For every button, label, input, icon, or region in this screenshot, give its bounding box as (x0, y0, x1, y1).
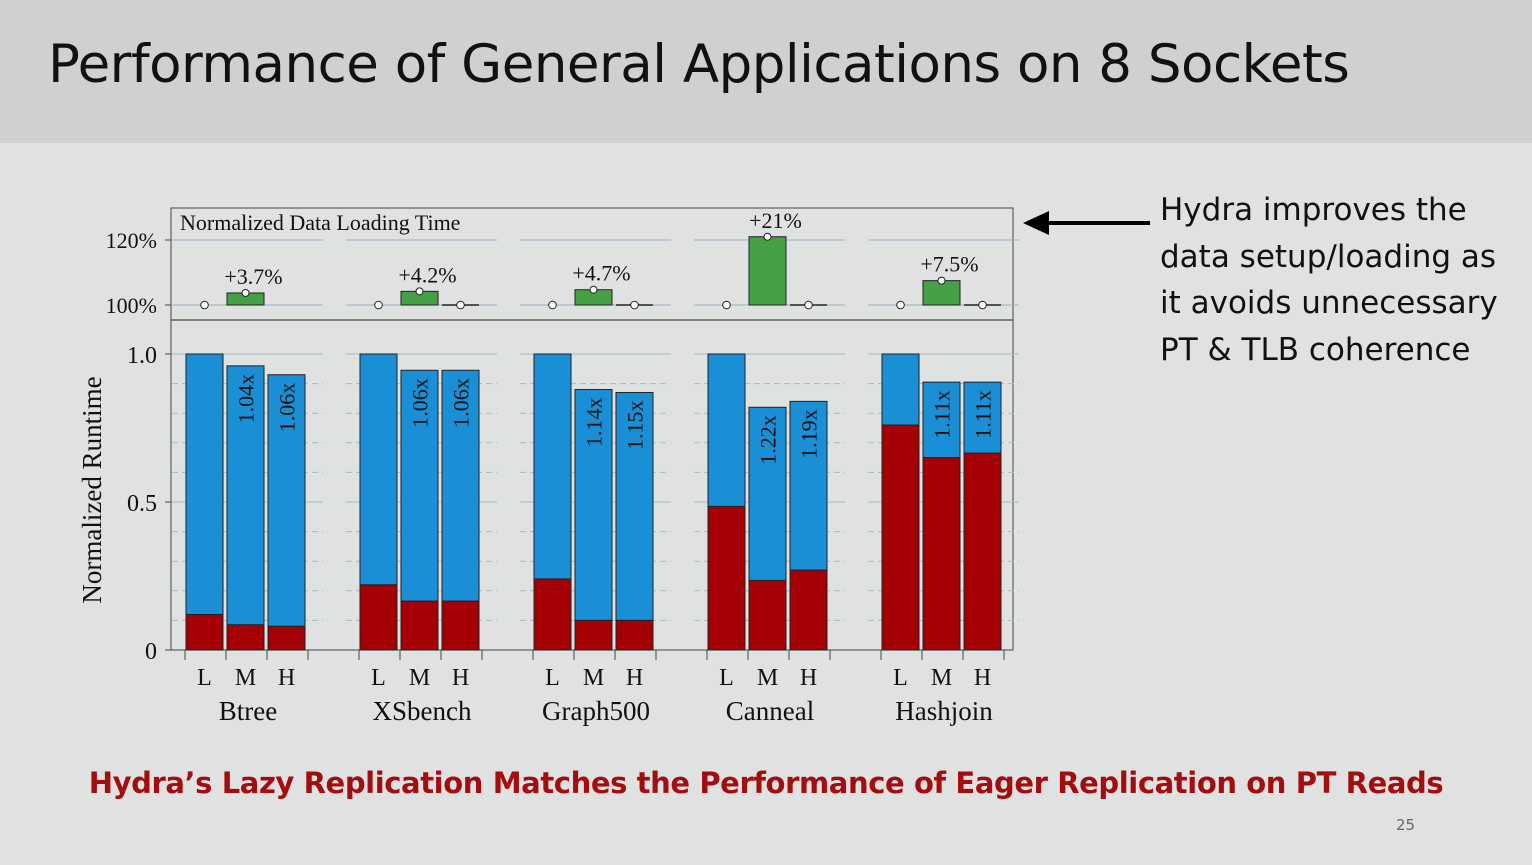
loading-marker (548, 300, 557, 310)
main-y-tick-label: 0 (145, 639, 157, 665)
speedup-label: 1.19x (797, 409, 822, 459)
loading-marker (937, 276, 946, 285)
runtime-bar-top (226, 365, 265, 626)
loading-marker (804, 300, 813, 310)
runtime-bar-bottom (574, 619, 613, 651)
loading-bar (922, 280, 961, 306)
bar-label: H (452, 665, 469, 691)
runtime-bar-bottom (615, 619, 654, 651)
speedup-label: 1.06x (275, 383, 300, 433)
runtime-bar-top (359, 353, 398, 586)
runtime-bar-bottom (533, 578, 572, 651)
loading-label: +3.7% (224, 264, 282, 289)
group-label: Btree (219, 696, 277, 726)
runtime-bar-bottom (963, 452, 1002, 651)
bar-label: M (409, 665, 430, 691)
callout-line: data setup/loading as (1160, 238, 1497, 275)
speedup-label: 1.06x (408, 378, 433, 428)
callout-arrow-head (1023, 211, 1049, 235)
bar-label: L (371, 665, 386, 691)
loading-marker (241, 288, 250, 297)
group-label: Hashjoin (895, 696, 993, 726)
bar-label: M (583, 665, 604, 691)
loading-marker (896, 300, 905, 310)
bar-label: H (626, 665, 643, 691)
group-label: Graph500 (542, 696, 650, 726)
speedup-label: 1.14x (582, 398, 607, 448)
main-y-tick-label: 1.0 (127, 343, 157, 369)
loading-label: +4.7% (572, 261, 630, 286)
loading-marker (374, 300, 383, 310)
speedup-label: 1.22x (756, 415, 781, 465)
runtime-bar-top (707, 353, 746, 507)
callout-line: PT & TLB coherence (1160, 331, 1471, 368)
runtime-bar-bottom (707, 505, 746, 651)
loading-marker (722, 300, 731, 310)
top-y-tick-label: 100% (106, 293, 157, 318)
loading-marker (589, 285, 598, 294)
main-y-tick-label: 0.5 (127, 491, 157, 517)
speedup-label: 1.11x (930, 390, 955, 439)
loading-label: +21% (749, 208, 802, 233)
y-axis-title: Normalized Runtime (77, 376, 107, 603)
runtime-bar-top (963, 381, 1002, 454)
slide-number: 25 (1396, 816, 1416, 834)
group-label: XSbench (373, 696, 472, 726)
top-y-tick-label: 120% (106, 228, 157, 253)
loading-marker (978, 300, 987, 310)
title-band (0, 0, 1532, 143)
loading-marker (763, 232, 772, 241)
runtime-bar-top (400, 369, 439, 602)
runtime-bar-bottom (881, 424, 920, 651)
bar-label: L (893, 665, 908, 691)
bar-label: H (278, 665, 295, 691)
loading-marker (200, 300, 209, 310)
loading-marker (456, 300, 465, 310)
runtime-bar-bottom (267, 625, 306, 651)
speedup-label: 1.11x (971, 390, 996, 439)
runtime-bar-bottom (400, 600, 439, 651)
runtime-bar-top (922, 381, 961, 459)
top-panel-title: Normalized Data Loading Time (180, 210, 460, 235)
runtime-bar-bottom (185, 613, 224, 651)
bar-label: M (757, 665, 778, 691)
runtime-bar-top (533, 353, 572, 580)
bar-label: L (545, 665, 560, 691)
runtime-bar-top (185, 353, 224, 615)
runtime-bar-top (441, 369, 480, 602)
bar-label: L (197, 665, 212, 691)
bar-label: L (719, 665, 734, 691)
runtime-bar-bottom (922, 457, 961, 651)
runtime-bar-top (267, 374, 306, 627)
loading-marker (630, 300, 639, 310)
speedup-label: 1.15x (623, 400, 648, 450)
runtime-bar-top (574, 389, 613, 621)
bar-label: M (931, 665, 952, 691)
runtime-bar-bottom (748, 579, 787, 651)
callout-text: Hydra improves the data setup/loading as… (1160, 187, 1520, 373)
bar-label: H (974, 665, 991, 691)
runtime-bar-top (881, 353, 920, 426)
runtime-bar-bottom (441, 600, 480, 651)
speedup-label: 1.04x (234, 374, 259, 424)
loading-marker (415, 287, 424, 296)
loading-label: +7.5% (920, 252, 978, 277)
runtime-bar-bottom (226, 624, 265, 651)
speedup-label: 1.06x (449, 378, 474, 428)
loading-label: +4.2% (398, 262, 456, 287)
runtime-bar-bottom (789, 569, 828, 651)
runtime-bar-bottom (359, 584, 398, 651)
group-label: Canneal (726, 696, 814, 726)
slide-title: Performance of General Applications on 8… (48, 34, 1350, 95)
callout-line: it avoids unnecessary (1160, 285, 1498, 321)
loading-bar (748, 236, 787, 306)
callout-line: Hydra improves the (1160, 192, 1467, 228)
bar-label: H (800, 665, 817, 691)
bottom-banner: Hydra’s Lazy Replication Matches the Per… (88, 766, 1444, 800)
bar-label: M (235, 665, 256, 691)
